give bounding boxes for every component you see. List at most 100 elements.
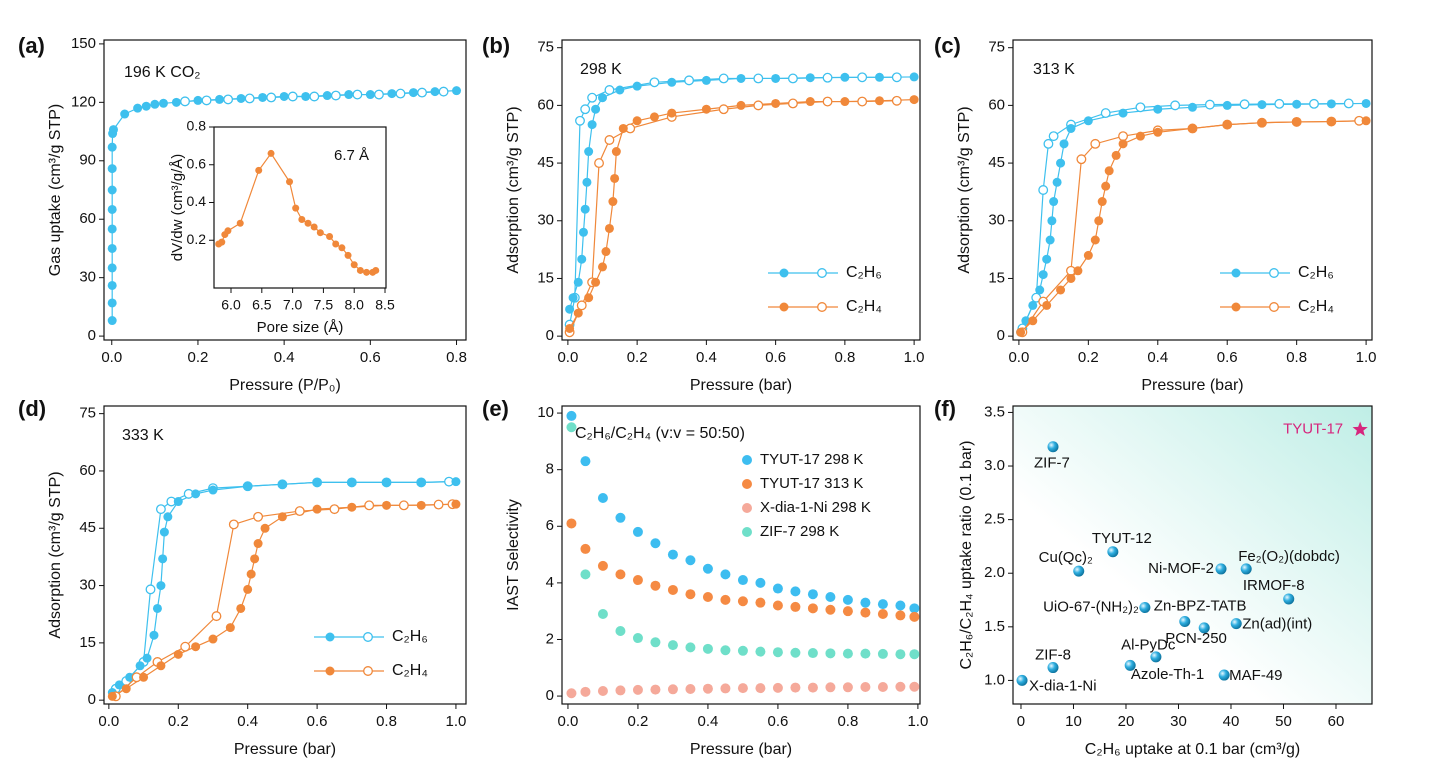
selectivity-point — [895, 610, 906, 621]
inset-point — [356, 266, 364, 274]
selectivity-point — [566, 422, 577, 433]
desorption-point — [1239, 99, 1250, 110]
selectivity-point — [720, 569, 731, 580]
adsorption-point — [1073, 266, 1083, 276]
adsorption-point — [171, 97, 181, 107]
inset-point — [267, 149, 275, 157]
point-label: MAF-49 — [1229, 667, 1282, 684]
adsorption-point — [108, 125, 118, 135]
x-tick-label: 0.4 — [696, 349, 717, 366]
selectivity-point — [807, 682, 818, 693]
adsorption-point — [149, 630, 159, 640]
selectivity-point — [580, 569, 591, 580]
adsorption-point — [565, 304, 575, 314]
adsorption-point — [452, 86, 462, 96]
y-tick-label: 30 — [988, 212, 1005, 229]
adsorption-point — [173, 649, 183, 659]
y-tick-label: 0 — [997, 327, 1005, 344]
adsorption-point — [107, 263, 117, 273]
desorption-point — [309, 91, 320, 102]
desorption-point — [787, 73, 798, 84]
x-tick-label: 0.0 — [558, 713, 579, 730]
point-label: ZIF-8 — [1035, 647, 1071, 664]
x-tick-label: 0.6 — [360, 349, 381, 366]
plot-frame — [561, 39, 921, 341]
adsorption-point — [1094, 216, 1104, 226]
y-tick-label: 0.2 — [187, 231, 207, 247]
legend-label: C₂H₆ — [392, 628, 428, 645]
y-tick-label: 0.8 — [187, 118, 207, 134]
adsorption-point — [1045, 235, 1055, 245]
legend-label: X-dia-1-Ni 298 K — [760, 499, 871, 516]
desorption-point — [266, 92, 277, 103]
selectivity-point — [650, 637, 661, 648]
adsorption-point — [1361, 116, 1371, 126]
adsorption-point — [1361, 98, 1371, 108]
x-tick-label: 0.2 — [628, 713, 649, 730]
selectivity-point — [685, 642, 696, 653]
adsorption-point — [236, 603, 246, 613]
adsorption-point — [107, 204, 117, 214]
selectivity-point — [632, 575, 643, 586]
panel-label: (c) — [934, 33, 961, 58]
adsorption-point — [1035, 285, 1045, 295]
inset-point — [332, 240, 340, 248]
adsorption-point — [107, 280, 117, 290]
adsorption-point — [139, 672, 149, 682]
selectivity-point — [566, 410, 577, 421]
material-point — [1215, 563, 1227, 575]
adsorption-point — [107, 316, 117, 326]
desorption-point — [753, 73, 764, 84]
x-axis-label: Pressure (bar) — [234, 741, 336, 758]
selectivity-point — [877, 609, 888, 620]
desorption-point — [604, 135, 615, 145]
selectivity-point — [615, 625, 626, 636]
x-tick-label: 0.6 — [767, 713, 788, 730]
adsorption-point — [1111, 150, 1121, 160]
selectivity-point — [772, 647, 783, 658]
legend-marker — [1231, 268, 1241, 278]
adsorption-point — [214, 94, 224, 104]
adsorption-point — [1257, 118, 1267, 128]
adsorption-point — [416, 500, 426, 510]
adsorption-point — [1135, 131, 1145, 141]
legend-marker — [363, 632, 373, 642]
legend-marker — [742, 455, 752, 465]
material-point — [1230, 618, 1242, 630]
y-tick-label: 2 — [546, 630, 554, 647]
x-axis-label: Pressure (bar) — [1141, 377, 1243, 394]
annotation: 196 K CO₂ — [124, 64, 200, 81]
selectivity-point — [772, 682, 783, 693]
x-tick-label: 30 — [1170, 713, 1187, 730]
adsorption-point — [1326, 117, 1336, 127]
point-label: PCN-250 — [1165, 630, 1227, 647]
selectivity-point — [720, 683, 731, 694]
x-tick-label: 0.0 — [101, 349, 122, 366]
selectivity-point — [909, 681, 920, 692]
y-tick-label: 10 — [537, 404, 554, 421]
y-tick-label: 2.5 — [984, 511, 1005, 528]
x-tick-label: 0.2 — [1078, 349, 1099, 366]
adsorption-point — [1042, 254, 1052, 264]
adsorption-point — [107, 185, 117, 195]
adsorption-point — [107, 142, 117, 152]
adsorption-point — [1118, 108, 1128, 118]
selectivity-point — [632, 684, 643, 695]
adsorption-point — [1016, 327, 1026, 337]
selectivity-point — [807, 648, 818, 659]
x-tick-label: 0.4 — [274, 349, 295, 366]
x-axis-label: Pressure (bar) — [690, 741, 792, 758]
point-label: ZIF-7 — [1034, 455, 1070, 472]
x-axis-label: Pressure (P/P₀) — [229, 377, 341, 394]
adsorption-point — [208, 634, 218, 644]
adsorption-point — [840, 72, 850, 82]
adsorption-point — [1090, 235, 1100, 245]
x-tick-label: 60 — [1328, 713, 1345, 730]
selectivity-point — [842, 682, 853, 693]
legend-marker — [1269, 302, 1279, 312]
material-point — [1047, 441, 1059, 453]
desorption-point — [580, 104, 591, 115]
inset-point — [363, 268, 371, 276]
annotation: C₂H₆/C₂H₄ (v:v = 50:50) — [575, 425, 745, 442]
selectivity-point — [860, 597, 871, 608]
